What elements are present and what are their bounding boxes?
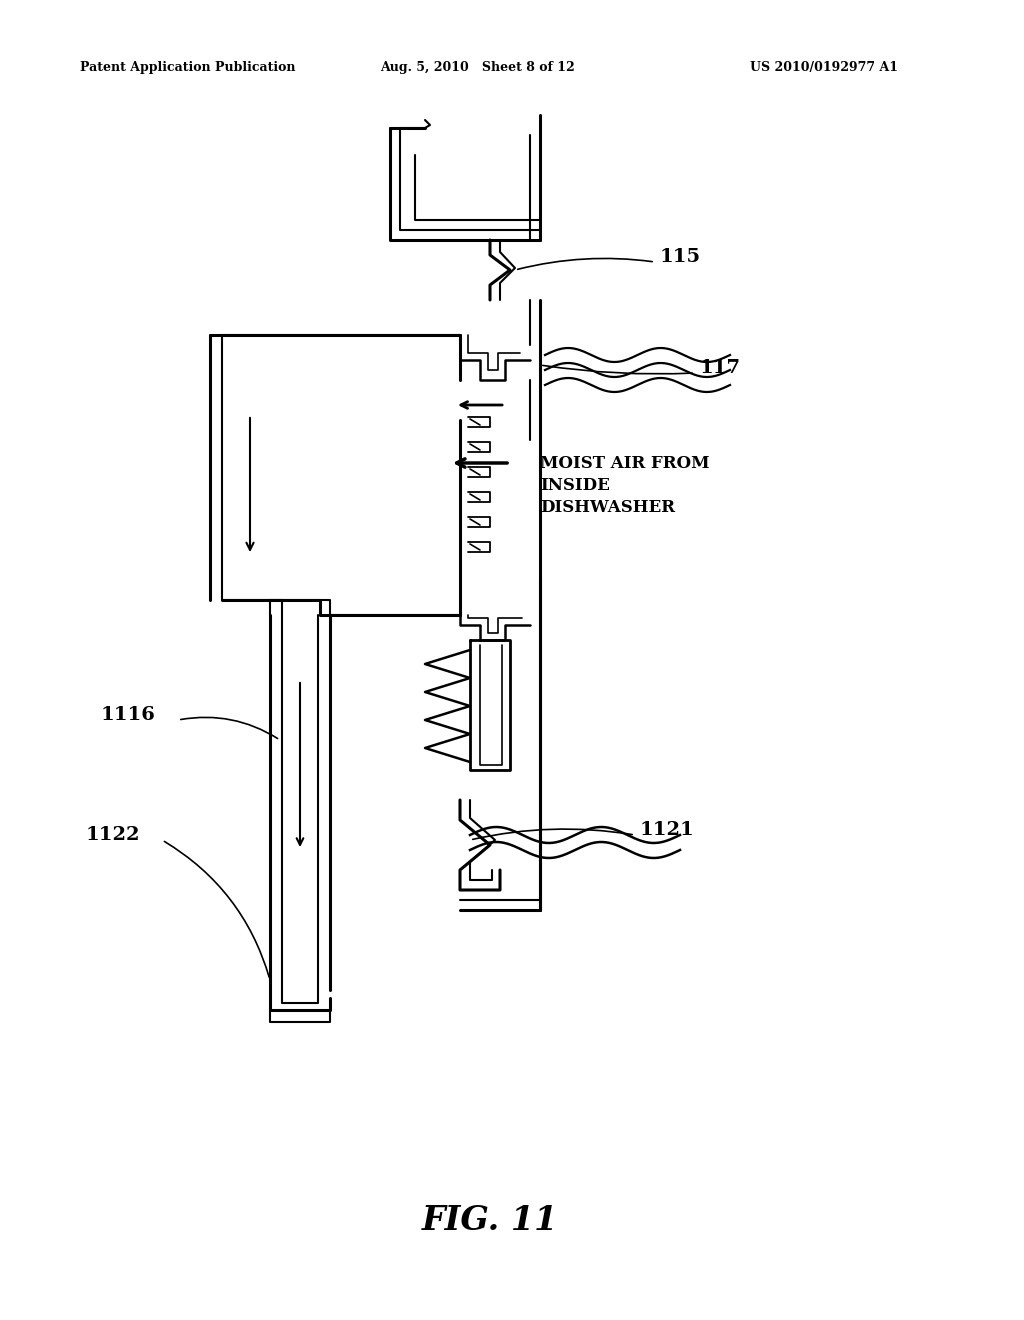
Text: 1122: 1122 — [85, 826, 140, 843]
Text: Aug. 5, 2010   Sheet 8 of 12: Aug. 5, 2010 Sheet 8 of 12 — [380, 62, 574, 74]
Text: 117: 117 — [700, 359, 741, 378]
Text: 115: 115 — [660, 248, 701, 267]
Text: MOIST AIR FROM
INSIDE
DISHWASHER: MOIST AIR FROM INSIDE DISHWASHER — [540, 455, 710, 516]
Text: 1121: 1121 — [640, 821, 694, 840]
Text: FIG. 11: FIG. 11 — [422, 1204, 558, 1237]
Text: Patent Application Publication: Patent Application Publication — [80, 62, 296, 74]
Text: US 2010/0192977 A1: US 2010/0192977 A1 — [750, 62, 898, 74]
Text: 1116: 1116 — [100, 706, 155, 723]
